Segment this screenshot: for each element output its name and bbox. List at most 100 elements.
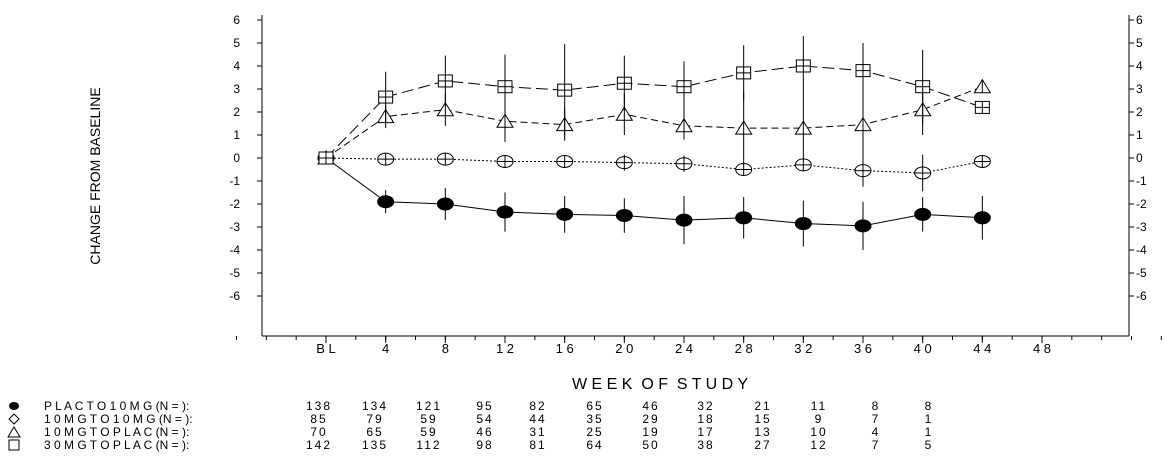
series-line xyxy=(325,157,983,227)
y-tick-label-left: 0 xyxy=(233,151,240,165)
n-count: 1 xyxy=(925,412,934,426)
n-count: 82 xyxy=(529,399,546,413)
n-count: 19 xyxy=(642,425,659,439)
data-point xyxy=(735,211,753,225)
y-axis-left: 6 5 4 3 2 1 0 -1 -2 -3 -4 -5 -6 xyxy=(229,13,262,303)
n-count: 18 xyxy=(697,412,714,426)
n-count: 15 xyxy=(754,412,771,426)
legend-symbol xyxy=(9,402,19,410)
n-table-row: 1 0 M G T O P L A C (N = ): 70 65 59 46 31 25 1… xyxy=(7,425,934,439)
n-count: 138 xyxy=(306,399,332,413)
legend-label: 1 0 M G T O 1 0 M G (N = ): xyxy=(44,412,193,426)
data-point xyxy=(675,213,693,227)
y-tick-label-right: -2 xyxy=(1136,197,1147,211)
plot-frame xyxy=(261,15,1130,337)
n-count: 121 xyxy=(416,399,442,413)
legend-marker xyxy=(7,426,21,438)
series-open-triangle xyxy=(317,78,992,165)
y-tick-label-left: -4 xyxy=(229,243,240,257)
n-count: 25 xyxy=(586,425,603,439)
series-line xyxy=(325,157,983,174)
x-tick-label: B L xyxy=(316,341,336,356)
x-tick-label: 8 xyxy=(442,341,449,356)
n-count: 59 xyxy=(420,412,437,426)
y-tick-label-left: 2 xyxy=(233,105,240,119)
data-point xyxy=(377,195,395,209)
data-point xyxy=(794,217,812,231)
n-count: 38 xyxy=(697,438,714,452)
data-point xyxy=(556,207,574,221)
y-tick-label-right: 1 xyxy=(1136,128,1143,142)
y-tick-label-left: -3 xyxy=(229,220,240,234)
series-filled-circle xyxy=(317,151,991,250)
n-table-row: 1 0 M G T O 1 0 M G (N = ): 85 79 59 54 44 35 2… xyxy=(8,412,934,426)
n-count: 79 xyxy=(366,412,383,426)
x-tick-label: 4 0 xyxy=(914,341,932,356)
n-count: 7 xyxy=(872,438,881,452)
n-count: 46 xyxy=(642,399,659,413)
x-axis: B L 4 8 1 2 1 6 2 0 2 4 2 8 3 2 3 6 4 0 4 4 4 8 xyxy=(236,336,1162,356)
n-count: 59 xyxy=(420,425,437,439)
y-tick-label-right: 6 xyxy=(1136,13,1143,27)
legend-label: P L A C T O 1 0 M G (N = ): xyxy=(44,399,189,413)
y-tick-label-right: 4 xyxy=(1136,59,1143,73)
legend-symbol xyxy=(8,439,20,451)
n-count: 9 xyxy=(815,412,824,426)
n-count: 31 xyxy=(529,425,546,439)
y-tick-label-right: 0 xyxy=(1136,151,1143,165)
y-tick-label-left: 3 xyxy=(233,82,240,96)
y-tick-label-right: 5 xyxy=(1136,36,1143,50)
n-count: 85 xyxy=(310,412,327,426)
data-point xyxy=(436,197,454,211)
n-count: 134 xyxy=(362,399,388,413)
y-axis-right: 6 5 4 3 2 1 0 -1 -2 -3 -4 -5 -6 xyxy=(1129,13,1147,303)
y-tick-label-left: -6 xyxy=(229,289,240,303)
n-count: 98 xyxy=(476,438,493,452)
n-count: 8 xyxy=(925,399,934,413)
n-count: 54 xyxy=(476,412,493,426)
x-tick-label: 4 8 xyxy=(1033,341,1051,356)
y-tick-label-left: 5 xyxy=(233,36,240,50)
x-tick-label: 4 4 xyxy=(973,341,991,356)
n-count: 27 xyxy=(754,438,771,452)
n-count: 70 xyxy=(310,425,327,439)
y-tick-label-left: 6 xyxy=(233,13,240,27)
n-table-row: 3 0 M G T O P L A C (N = ): 142 135 112 98 81… xyxy=(8,438,931,452)
series-layer xyxy=(317,36,992,250)
n-count: 50 xyxy=(642,438,659,452)
n-count: 7 xyxy=(872,412,881,426)
series-line xyxy=(325,65,983,159)
n-count: 95 xyxy=(476,399,493,413)
n-count: 1 xyxy=(925,425,934,439)
n-table: P L A C T O 1 0 M G (N = ): 138 134 121 95 82… xyxy=(7,399,934,452)
data-point xyxy=(496,205,514,219)
legend-marker xyxy=(8,413,20,425)
legend-symbol xyxy=(7,426,21,438)
n-table-row: P L A C T O 1 0 M G (N = ): 138 134 121 95 82… xyxy=(9,399,934,413)
series-line xyxy=(325,86,983,159)
n-count: 11 xyxy=(811,399,827,413)
legend-label: 1 0 M G T O P L A C (N = ): xyxy=(44,425,189,439)
y-tick-label-right: -6 xyxy=(1136,289,1147,303)
y-tick-label-left: -1 xyxy=(229,174,240,188)
n-count: 142 xyxy=(306,438,332,452)
n-count: 13 xyxy=(754,425,771,439)
series-open-square xyxy=(318,36,990,165)
n-count: 32 xyxy=(697,399,714,413)
n-count: 35 xyxy=(586,412,603,426)
legend-label: 3 0 M G T O P L A C (N = ): xyxy=(44,438,189,452)
y-tick-label-right: 2 xyxy=(1136,105,1143,119)
series-open-circle xyxy=(317,151,991,192)
x-tick-label: 2 4 xyxy=(675,341,693,356)
legend-marker xyxy=(9,402,19,410)
n-count: 21 xyxy=(754,399,771,413)
y-tick-label-right: -3 xyxy=(1136,220,1147,234)
y-tick-label-left: -2 xyxy=(229,197,240,211)
data-point xyxy=(914,207,932,221)
n-count: 8 xyxy=(872,399,881,413)
n-count: 65 xyxy=(586,399,603,413)
n-count: 4 xyxy=(872,425,881,439)
y-axis-label: CHANGE FROM BASELINE xyxy=(87,87,103,264)
n-count: 135 xyxy=(362,438,388,452)
